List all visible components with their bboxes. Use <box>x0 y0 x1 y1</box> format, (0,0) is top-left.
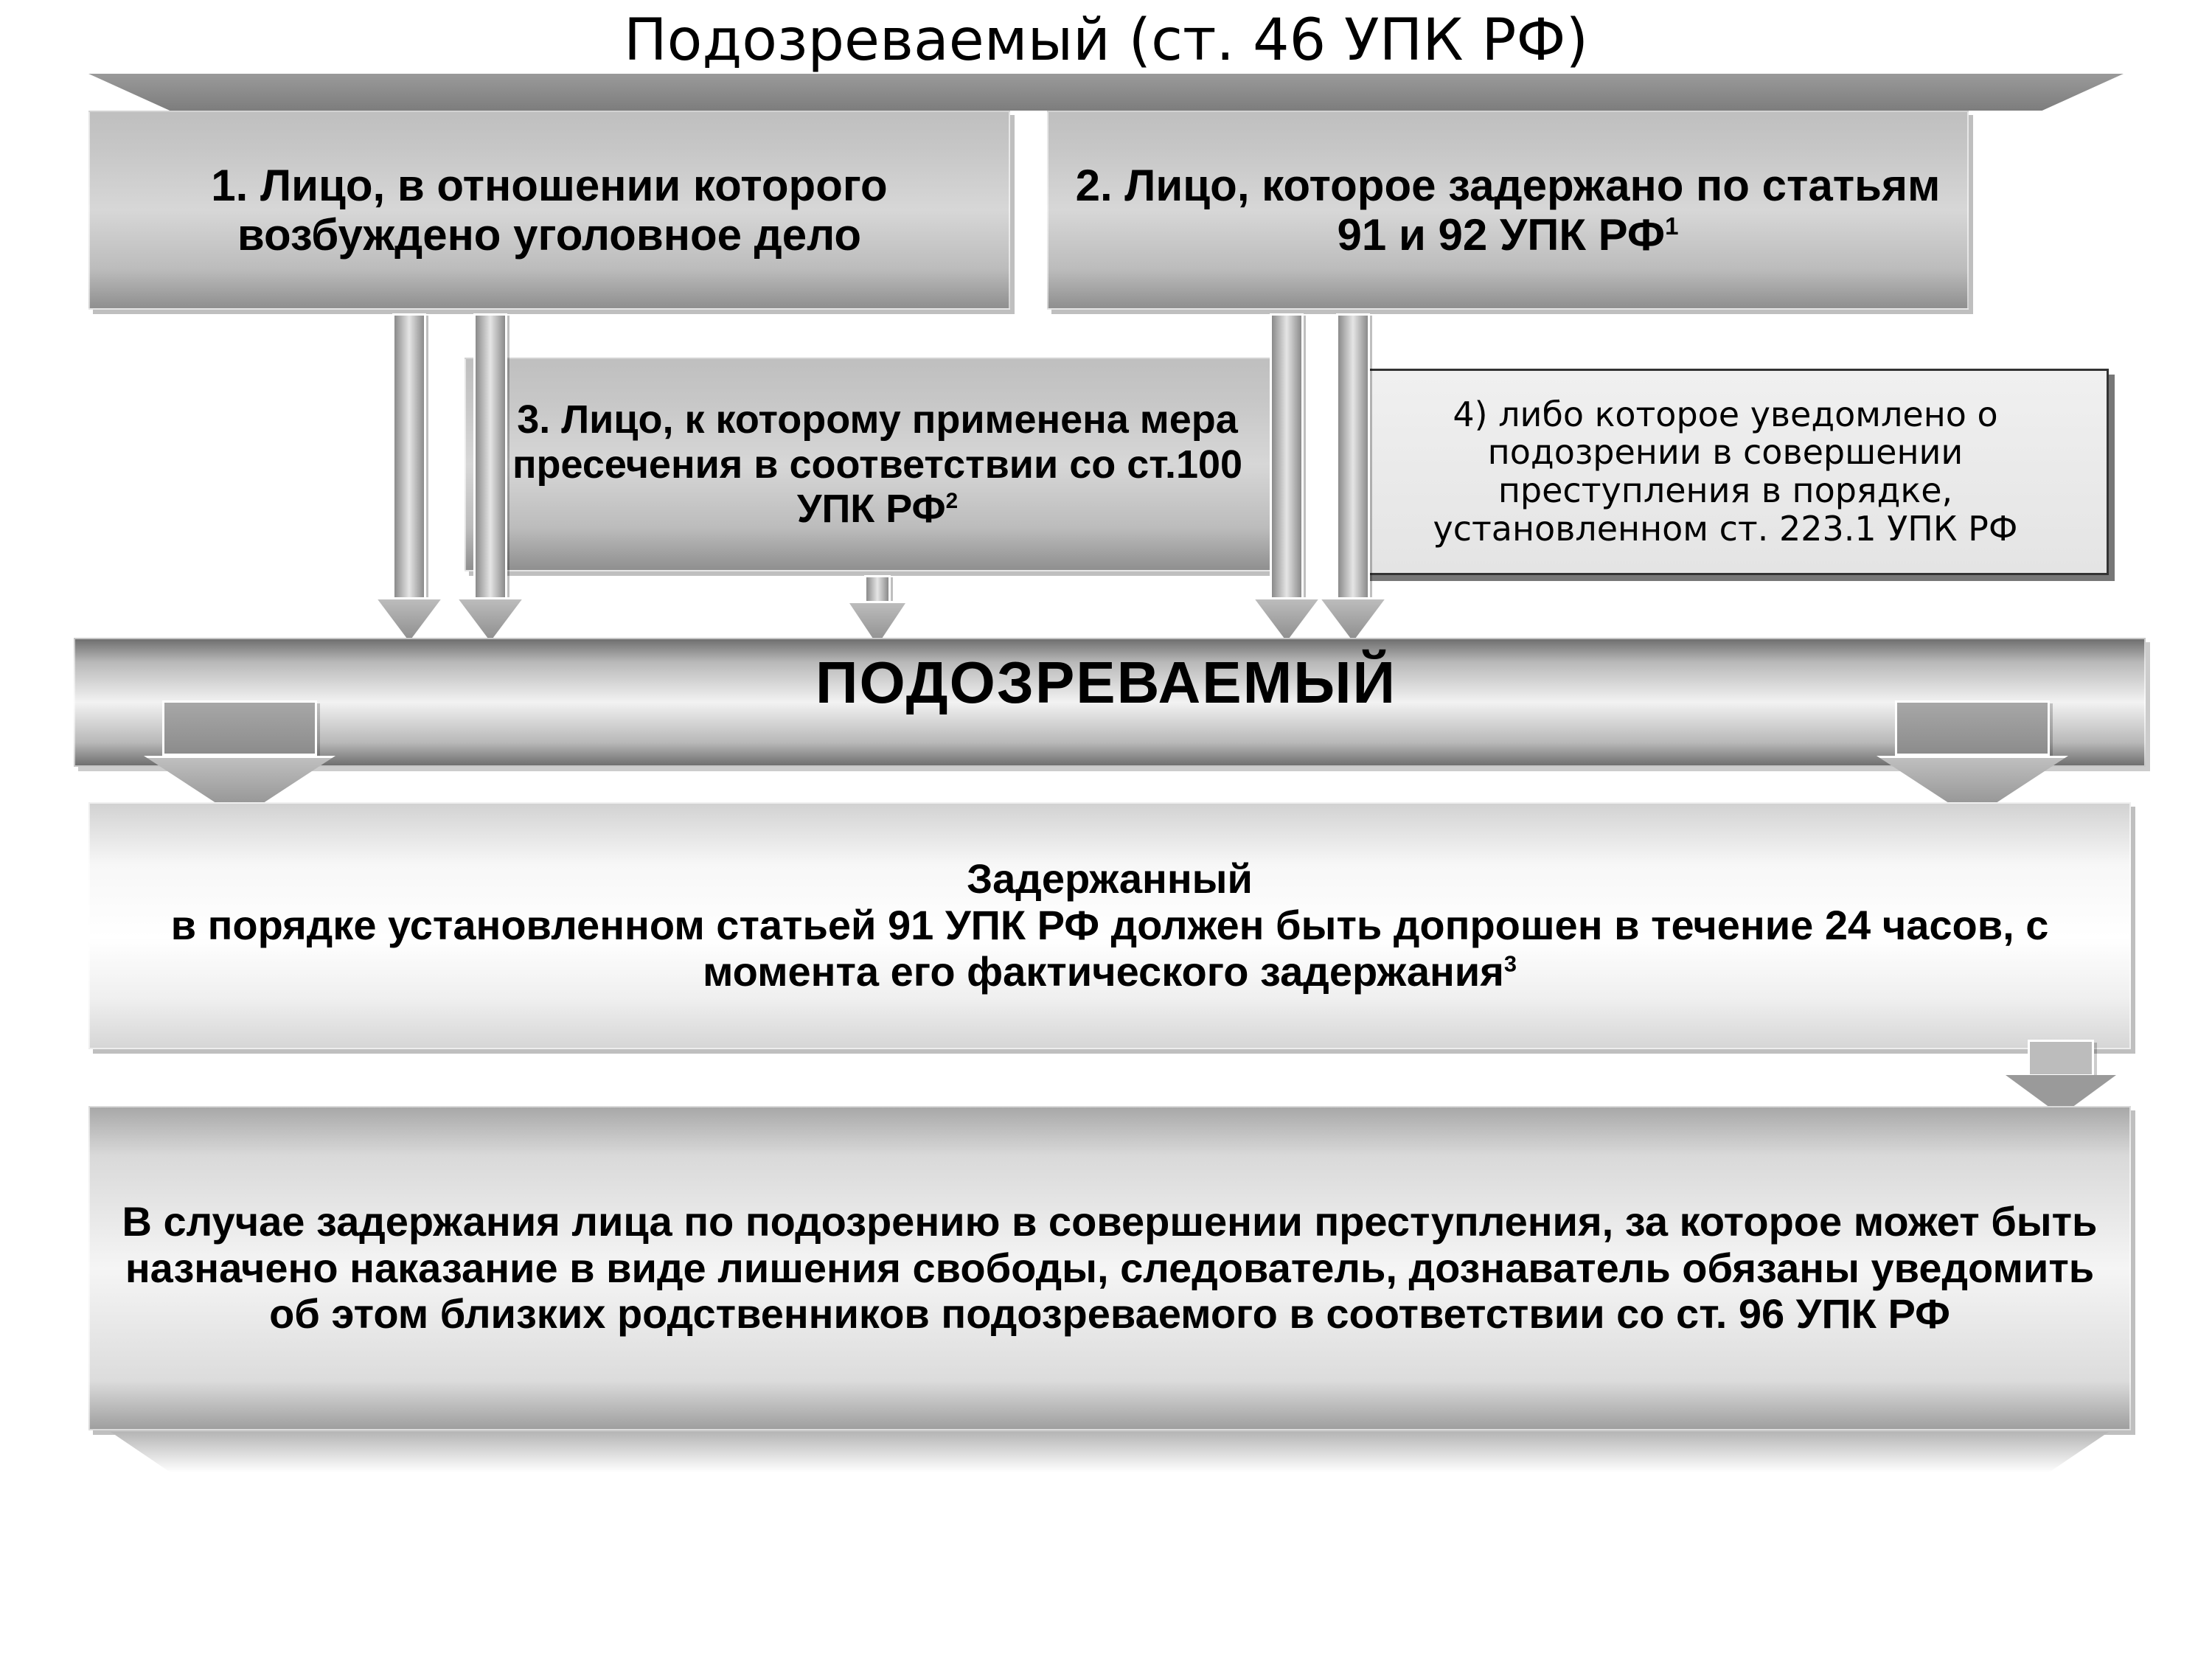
top-chevron-decoration <box>88 74 2124 111</box>
arrow-n1-b <box>457 313 524 641</box>
arrow-n6-n7 <box>1998 1040 2124 1113</box>
node-7: В случае задержания лица по подозрению в… <box>88 1106 2131 1430</box>
arrow-n2-b <box>1320 313 1386 641</box>
flowchart-stage: Подозреваемый (ст. 46 УПК РФ) 1. Лицо, в… <box>66 0 2146 1659</box>
node-1: 1. Лицо, в отношении которого возбуждено… <box>88 111 1010 310</box>
arrow-n3 <box>848 575 907 645</box>
node-1-text: 1. Лицо, в отношении которого возбуждено… <box>112 161 987 260</box>
node-3: 3. Лицо, к которому применена мера пресе… <box>465 358 1290 571</box>
node-6: Задержанный в порядке установленном стат… <box>88 802 2131 1049</box>
suspect-bar-label: ПОДОЗРЕВАЕМЫЙ <box>66 649 2146 717</box>
node-7-text: В случае задержания лица по подозрению в… <box>112 1199 2107 1338</box>
node-7-bottom-fade <box>111 1432 2109 1472</box>
page-title: Подозреваемый (ст. 46 УПК РФ) <box>66 7 2146 74</box>
node-2-text: 2. Лицо, которое задержано по статьям 91… <box>1071 161 1945 260</box>
node-6-text: Задержанный в порядке установленном стат… <box>112 856 2107 995</box>
node-4-text: 4) либо которое уведомлено о подозрении … <box>1366 396 2084 548</box>
node-2: 2. Лицо, которое задержано по статьям 91… <box>1047 111 1969 310</box>
node-3-text: 3. Лицо, к которому применена мера пресе… <box>488 397 1267 531</box>
node-4-note: 4) либо которое уведомлено о подозрении … <box>1342 369 2109 575</box>
arrow-n1-a <box>376 313 442 641</box>
arrow-n2-a <box>1253 313 1320 641</box>
